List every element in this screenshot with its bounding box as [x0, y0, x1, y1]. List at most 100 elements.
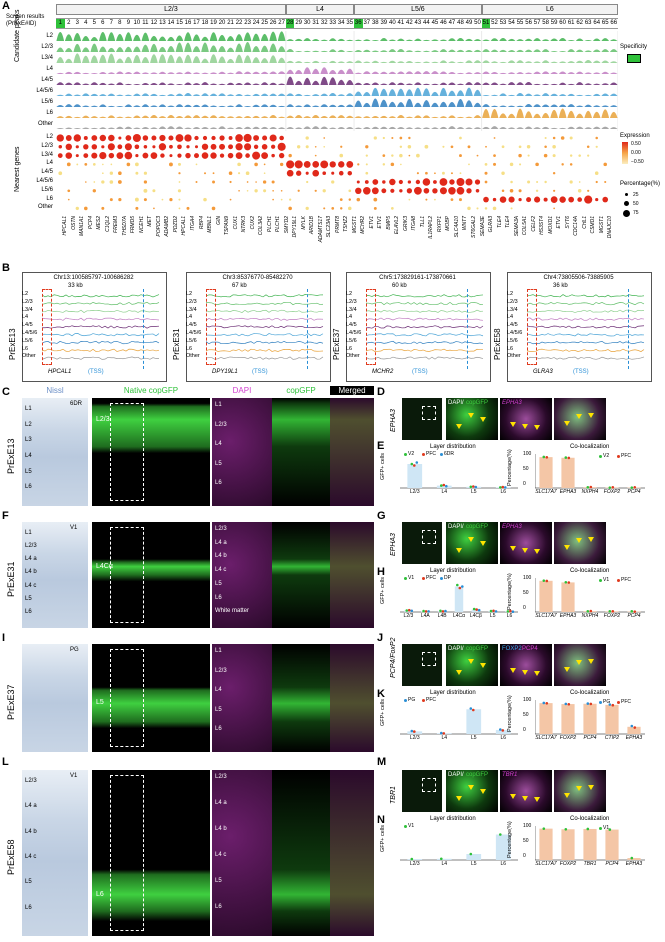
gene-label: FREM3	[113, 216, 120, 233]
peak-mark	[482, 82, 490, 85]
gene-label: RXFP1	[436, 216, 443, 233]
data-point	[633, 486, 637, 489]
gene-label: CSMD1	[590, 216, 597, 234]
legend-dot	[422, 699, 425, 702]
dot-row-label: L4	[46, 160, 53, 167]
dot-mark	[126, 162, 131, 167]
gene-label: PLCH1	[266, 216, 273, 233]
peak-mark	[422, 83, 431, 85]
x-tick-label: L5	[489, 613, 496, 619]
dot-row-label: L2/3	[41, 142, 53, 149]
peak-mark	[473, 49, 482, 52]
signal-line	[366, 348, 484, 352]
dot-mark	[391, 154, 394, 157]
peak-mark	[456, 83, 465, 85]
gene-label: MOBP	[445, 216, 452, 231]
x-tick-label: FOXP2	[603, 613, 621, 619]
peak-mark	[388, 49, 397, 52]
arrowhead-icon	[534, 670, 540, 676]
dot-mark	[365, 171, 369, 175]
peak-mark	[56, 127, 65, 129]
dot-mark	[499, 196, 507, 203]
legend-dot	[404, 577, 407, 580]
dot-mark	[91, 152, 98, 159]
bar	[539, 828, 553, 860]
dapi-layer-label: L6	[215, 480, 222, 487]
peak-mark	[592, 126, 601, 129]
nissl-layer-label: L4 b	[25, 828, 37, 835]
peak-mark	[380, 38, 388, 41]
peak-mark	[380, 115, 388, 118]
peak-mark	[345, 104, 354, 107]
peak-mark	[371, 98, 380, 107]
signal-line	[206, 333, 324, 337]
gene-label: MCHR2	[360, 216, 367, 234]
dapi-layer-label: L4 b	[215, 826, 227, 832]
peak-mark	[286, 60, 294, 63]
peak-mark	[320, 104, 329, 107]
track-row: L4/5/6	[507, 330, 523, 336]
track-row: L6	[186, 345, 193, 352]
peak-mark	[362, 83, 371, 85]
chart-title: Co-localization	[570, 444, 610, 450]
screen-id: 27	[277, 18, 286, 29]
dot-mark	[92, 163, 96, 166]
dot-mark	[297, 189, 300, 192]
gene-name: HPCAL1	[48, 369, 72, 375]
dapi-layer-label: L6	[215, 594, 222, 601]
peak-mark	[354, 100, 363, 107]
peak-mark	[431, 127, 439, 129]
dot-mark	[76, 163, 79, 166]
peak-mark	[558, 104, 567, 107]
dot-mark	[314, 189, 317, 192]
peak-mark	[107, 53, 116, 63]
dot-mark	[150, 152, 158, 159]
peak-mark	[252, 33, 260, 41]
peak-mark	[541, 60, 550, 63]
peak-mark	[277, 105, 286, 107]
peak-mark	[584, 110, 593, 118]
peak-mark	[362, 39, 371, 41]
screen-id: 59	[549, 18, 559, 29]
data-point	[442, 483, 446, 487]
group-header-0: L2/3	[56, 4, 286, 15]
dot-mark	[56, 134, 64, 142]
tss-marker	[307, 289, 308, 369]
peak-mark	[303, 94, 312, 96]
gene-label: GRIK3	[402, 216, 409, 232]
dot-mark	[204, 172, 207, 175]
peak-mark	[73, 127, 82, 129]
peak-mark	[448, 38, 456, 41]
arrowhead-icon	[522, 795, 528, 801]
peak-mark	[294, 69, 303, 74]
peak-mark	[116, 71, 124, 74]
gene-label: TSHZ2	[343, 216, 350, 232]
peak-mark	[414, 102, 422, 107]
peak-mark	[235, 43, 243, 52]
dot-mark	[390, 207, 394, 210]
dapi-layer-label: L2/3	[215, 526, 227, 532]
data-point	[410, 729, 414, 733]
channel-copgfp: copGFP	[466, 772, 489, 778]
signal-line	[366, 301, 484, 306]
dot-mark	[312, 161, 320, 168]
bar	[495, 729, 511, 734]
peak-mark	[243, 42, 252, 52]
gene-label: SYT6	[564, 216, 571, 229]
peak-mark	[277, 116, 286, 118]
peak-mark	[252, 104, 260, 107]
arrowhead-icon	[456, 669, 462, 675]
gene-label: SEMA3A	[513, 216, 520, 237]
peak-mark	[465, 38, 473, 41]
gene-label: POPDC3	[155, 216, 162, 237]
peak-mark	[601, 126, 610, 129]
peak-mark	[99, 127, 107, 129]
peak-mark	[277, 57, 286, 63]
peak-mark	[473, 39, 482, 41]
nissl-layer-label: L3	[25, 437, 32, 444]
peak-mark	[311, 60, 320, 63]
gene-label: HPCAL1	[62, 216, 69, 236]
peak-mark	[286, 104, 294, 107]
peak-mark	[184, 42, 192, 52]
peak-mark	[601, 71, 610, 74]
